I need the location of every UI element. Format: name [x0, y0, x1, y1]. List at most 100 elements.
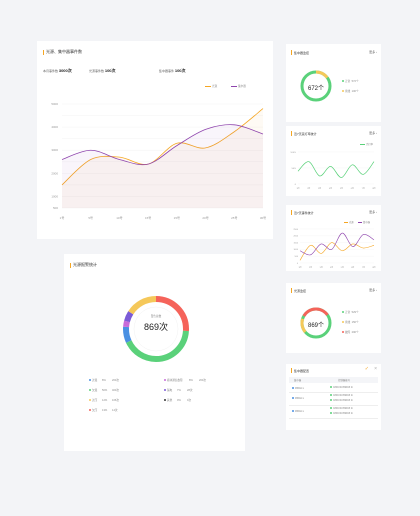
- fault-donut-chart: [123, 296, 189, 362]
- x-tick-label: 15号: [174, 215, 180, 220]
- y-tick-label: 2000: [51, 171, 58, 175]
- legend-lamp[interactable]: 光源: [205, 84, 217, 88]
- fault-card-title: 光源报警统计: [70, 262, 97, 268]
- events-chart-card: 光源、集中器事件数 本月事件数 3000次 光源事件数 100次 集中器事件 1…: [37, 41, 273, 239]
- event-trend-card: 近7天事件统计 更多 › 光源 集中器 0 500 1000 1500 2000 2500…: [286, 205, 381, 271]
- x-tick-label: 15号: [145, 215, 151, 220]
- config-title: 集中器配置: [291, 368, 309, 373]
- light-rate-more-link[interactable]: 更多 ›: [369, 131, 377, 135]
- series-line-1: [61, 124, 264, 166]
- x-tick-label: 30号: [260, 215, 266, 220]
- legend-dot: [89, 399, 91, 402]
- x-tick-label: 7月: [362, 265, 365, 269]
- close-icon[interactable]: ×: [374, 366, 377, 372]
- fault-legend-item: 过压 12% 166次: [89, 398, 119, 402]
- concentrator-title: 集中器监控: [291, 50, 309, 55]
- legend-pct: 12%: [102, 399, 108, 402]
- legend-pct: 50%: [102, 389, 108, 392]
- table-header-concentrator: 集中器: [294, 379, 302, 382]
- table-row-code[interactable]: C8DC3C059F08 ⚙: [330, 412, 353, 415]
- y-tick-label: 0: [295, 184, 297, 186]
- series-area: [62, 124, 263, 208]
- y-tick-label: 0: [297, 263, 299, 265]
- lamp-monitor-card: 光源监控 更多 › 869个 正常 529个 离线 150个 故障 290个: [286, 283, 381, 353]
- table-header-controller: 控制器编号: [338, 379, 350, 382]
- table-row-code[interactable]: C8DC3C059F08 ⚙: [330, 399, 353, 402]
- legend-pct: 13%: [102, 409, 108, 412]
- y-tick-label: 1000: [51, 194, 58, 198]
- events-line-chart: 500 1000 2000 3000 4000 5000 1号 5号 10号 15号 15号 20号 2…: [51, 102, 266, 220]
- event-trend-more-link[interactable]: 更多 ›: [369, 210, 377, 214]
- legend-name: 其他: [167, 399, 173, 402]
- row-divider: [289, 405, 378, 406]
- event-trend-title: 近7天事件统计: [291, 210, 314, 215]
- fault-legend-item: 过载 8% 200次: [89, 378, 119, 382]
- concentrator-card: 集中器监控 更多 › 672个 正常 572个 离线 100个: [286, 44, 381, 122]
- donut-slice: [123, 296, 189, 362]
- legend-dot: [164, 389, 166, 392]
- row-divider: [289, 418, 378, 419]
- concentrator-normal: 正常 572个: [342, 79, 359, 83]
- fault-legend-item: 欠载 50% 400次: [89, 388, 119, 392]
- legend-dot: [164, 379, 166, 382]
- light-rate-card: 近7天亮灯率统计 更多 › 亮灯率 0 50% 100% 1月 2月 3月 4月 5月 6月 7月…: [286, 126, 381, 196]
- x-tick-label: 6月: [351, 186, 354, 190]
- x-tick-label: 5号: [88, 215, 93, 220]
- x-tick-label: 20号: [202, 215, 208, 220]
- legend-count: 0次: [187, 399, 192, 402]
- fault-legend-item: 欠压 13% 14次: [89, 408, 117, 412]
- concentrator-config-card: 集中器配置 ✓ × 集中器 控制器编号 9950A ▾ C8DC3C059F08 …: [286, 364, 381, 430]
- legend-pct: 8%: [189, 379, 193, 382]
- table-row-code[interactable]: C8DC3C059F08 ⚙: [330, 386, 353, 389]
- y-tick-label: 3000: [51, 148, 58, 152]
- y-tick-label: 2000: [294, 236, 299, 238]
- x-tick-label: 2月: [307, 186, 310, 190]
- concentrator-total: 672个: [307, 86, 324, 92]
- x-tick-label: 1月: [298, 265, 301, 269]
- table-row-code[interactable]: C8DC3C059F08 ⚙: [330, 407, 353, 410]
- stat-concentrator: 集中器事件 100次: [159, 68, 186, 73]
- legend-dot: [89, 379, 91, 382]
- y-tick-label: 5000: [51, 102, 58, 106]
- x-tick-label: 3月: [320, 265, 323, 269]
- legend-dot: [89, 409, 91, 412]
- legend-count: 28次: [187, 389, 193, 392]
- x-tick-label: 2月: [309, 265, 312, 269]
- light-rate-legend: 亮灯率: [360, 142, 373, 146]
- donut-value: 869次: [143, 322, 169, 332]
- legend-count: 200次: [112, 379, 119, 382]
- legend-pct: 7%: [177, 389, 181, 392]
- x-tick-label: 25号: [231, 215, 237, 220]
- legend-concentrator[interactable]: 集中器: [231, 84, 246, 88]
- y-tick-label: 1000: [294, 249, 299, 251]
- legend-count: 400次: [112, 389, 119, 392]
- legend-pct: 8%: [102, 379, 106, 382]
- donut-slice: [123, 296, 189, 362]
- fault-stats-card: 光源报警统计 警告总数 869次 过载 8% 200次 欠载 50% 400次 过压 12% 1…: [64, 254, 245, 451]
- series-line-0: [61, 108, 264, 186]
- stat-monthly: 本月事件数 3000次: [43, 68, 72, 73]
- check-icon[interactable]: ✓: [364, 366, 369, 372]
- row-divider: [289, 392, 378, 393]
- legend-dot: [164, 399, 166, 402]
- legend-name: 漏电: [167, 389, 173, 392]
- x-tick-label: 8月: [372, 265, 375, 269]
- table-row-code[interactable]: C8DC3C059F08 ⚙: [330, 394, 353, 397]
- concentrator-more-link[interactable]: 更多 ›: [369, 50, 377, 54]
- legend-name: 欠压: [92, 409, 98, 412]
- event-trend-chart: 0 500 1000 1500 2000 2500 1月 2月 3月 4月 5月 6月 7月 8月: [294, 229, 376, 269]
- donut-label: 警告总数: [150, 315, 162, 318]
- table-row-id: 9950A ▾: [292, 410, 304, 413]
- x-tick-label: 7月: [362, 186, 365, 190]
- donut-slice: [123, 296, 189, 362]
- lamp-monitor-more-link[interactable]: 更多 ›: [369, 288, 377, 292]
- lamp-offline: 离线 150个: [342, 320, 359, 324]
- lamp-monitor-total: 869个: [307, 323, 324, 329]
- concentrator-donut: [300, 70, 332, 102]
- event-trend-legend-lamp: 光源: [344, 220, 354, 224]
- legend-count: 166次: [112, 399, 119, 402]
- fault-legend-item: 漏电 7% 28次: [164, 388, 192, 392]
- x-tick-label: 3月: [318, 186, 321, 190]
- x-tick-label: 4月: [329, 186, 332, 190]
- legend-name: 欠载: [92, 389, 98, 392]
